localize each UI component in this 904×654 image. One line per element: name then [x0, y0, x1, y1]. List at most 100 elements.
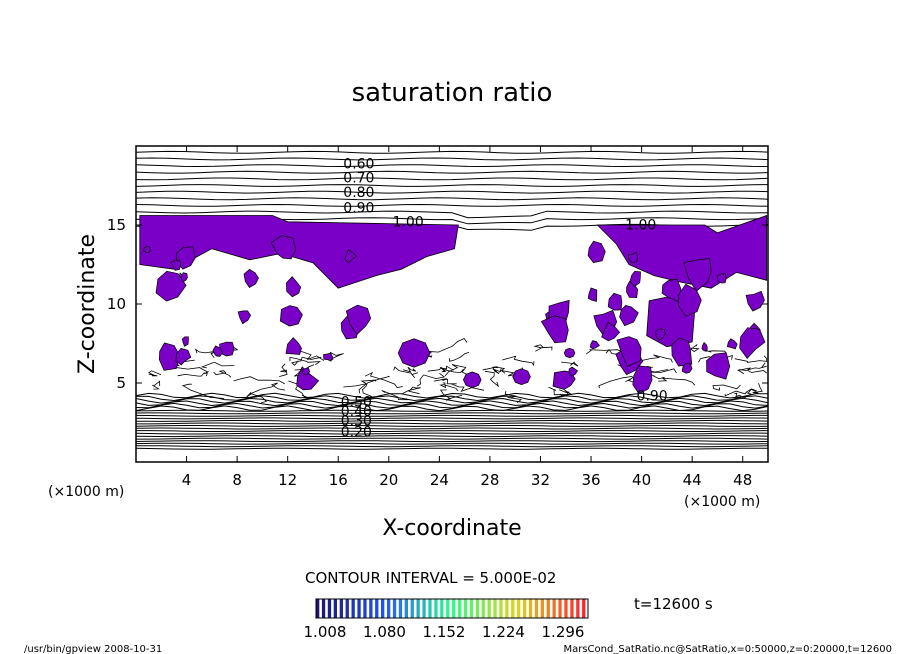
contour-line: [148, 370, 162, 377]
purple-region: [344, 249, 358, 264]
colorbar-stripe: [452, 599, 456, 618]
colorbar-tick-label: 1.296: [542, 623, 585, 641]
contour-line: [135, 440, 769, 443]
colorbar-stripe: [540, 599, 544, 618]
colorbar: [316, 599, 586, 618]
x-tick-label: 8: [232, 471, 242, 489]
chart-title: saturation ratio: [352, 78, 553, 108]
contour-line: [427, 366, 464, 374]
colorbar-stripe: [410, 599, 414, 618]
purple-region: [463, 371, 482, 389]
purple-region: [596, 214, 768, 289]
contour-line: [135, 400, 769, 407]
purple-region: [345, 304, 372, 335]
colorbar-stripe: [369, 599, 373, 618]
purple-region: [661, 278, 682, 303]
contour-line: [426, 337, 468, 353]
purple-region: [563, 347, 576, 359]
purple-region: [323, 352, 333, 362]
contour-line: [135, 190, 769, 194]
colorbar-stripe: [321, 599, 326, 618]
purple-region: [175, 348, 192, 366]
contour-line: [393, 366, 419, 378]
colorbar-stripe: [327, 599, 332, 618]
purple-region: [587, 287, 598, 302]
contour-line: [135, 414, 768, 417]
contour-line: [482, 366, 506, 374]
purple-region: [155, 270, 187, 302]
purple-region: [745, 290, 765, 312]
contour-line: [136, 422, 769, 425]
contour-line: [381, 390, 409, 401]
colorbar-stripe: [552, 599, 556, 618]
contour-line: [152, 380, 161, 390]
contour-line: [291, 356, 322, 366]
purple-region: [619, 305, 639, 327]
purple-region: [683, 258, 712, 292]
purple-region: [655, 328, 666, 341]
contour-label: 0.70: [343, 171, 374, 187]
purple-region: [706, 352, 731, 380]
contour-interval-text: CONTOUR INTERVAL = 5.000E-02: [305, 569, 556, 587]
x-tick-label: 4: [182, 471, 192, 489]
contour-line: [289, 357, 322, 366]
purple-region: [176, 246, 196, 270]
purple-region: [701, 342, 708, 352]
purple-region: [678, 283, 702, 317]
purple-region: [726, 338, 738, 350]
contour-line: [135, 157, 769, 161]
purple-region: [286, 276, 302, 298]
contour-line: [135, 203, 769, 207]
colorbar-stripe: [564, 599, 568, 618]
colorbar-stripe: [576, 599, 580, 618]
colorbar-stripe: [351, 599, 355, 618]
colorbar-stripe: [570, 599, 574, 618]
y-tick-label: 10: [107, 295, 126, 313]
contour-line: [135, 419, 769, 422]
y-tick-label: 15: [107, 216, 126, 234]
x-tick-label: 48: [733, 471, 752, 489]
colorbar-stripe: [523, 599, 527, 618]
contour-line: [444, 364, 473, 377]
purple-region: [143, 246, 152, 254]
x-tick-label: 44: [683, 471, 702, 489]
contour-line: [658, 377, 696, 386]
contour-label: 0.90: [637, 388, 668, 404]
contour-line: [548, 386, 568, 397]
contour-line: [135, 164, 769, 168]
contour-line: [135, 177, 769, 181]
purple-region: [671, 337, 693, 367]
colorbar-stripe: [434, 599, 438, 618]
contour-line: [492, 366, 500, 374]
colorbar-stripe: [493, 599, 497, 618]
colorbar-stripe: [392, 599, 397, 618]
contour-line: [135, 445, 769, 448]
contour-line: [439, 389, 463, 401]
contour-line: [135, 392, 769, 399]
contour-line: [135, 447, 768, 450]
colorbar-stripe: [511, 599, 515, 618]
colorbar-stripe: [546, 599, 550, 618]
colorbar-stripe: [505, 599, 509, 618]
x-axis-label: X-coordinate: [382, 516, 521, 541]
colorbar-stripe: [558, 599, 562, 618]
contour-line: [135, 442, 769, 445]
colorbar-stripe: [487, 599, 491, 618]
contour-line: [135, 417, 769, 420]
contour-line: [249, 382, 286, 395]
contour-line: [135, 435, 769, 438]
footer-right: MarsCond_SatRatio.nc@SatRatio,x=0:50000,…: [563, 644, 892, 654]
contour-line: [738, 362, 767, 371]
contour-line: [640, 354, 673, 363]
contour-line: [135, 432, 769, 435]
contour-line: [561, 361, 579, 367]
contour-label: 0.60: [343, 156, 374, 172]
purple-region: [170, 259, 182, 271]
contour-line: [135, 402, 769, 409]
colorbar-stripe: [469, 599, 473, 618]
contour-line: [136, 430, 769, 432]
colorbar-frame: [315, 598, 589, 619]
y-axis-label: Z-coordinate: [75, 234, 100, 374]
x-tick-label: 20: [379, 471, 398, 489]
contour-line: [135, 170, 769, 174]
